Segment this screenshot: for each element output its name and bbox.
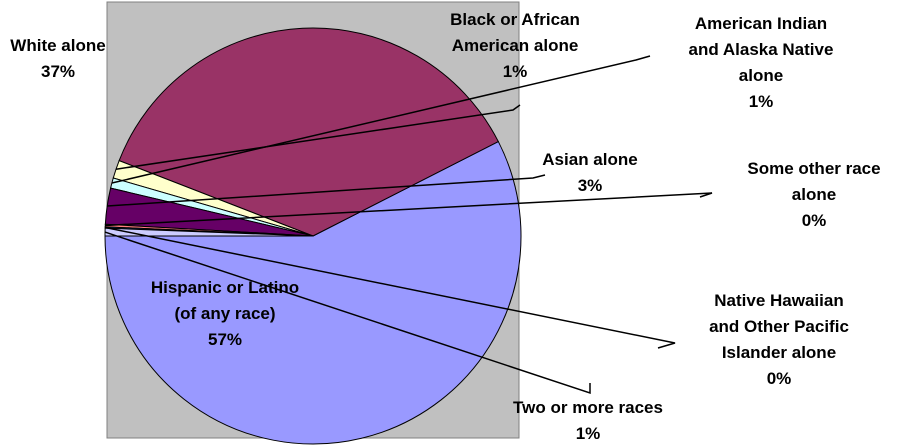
slice-percent-2: 1%: [503, 62, 528, 81]
leader-line-7: [104, 231, 591, 395]
slice-labels: Hispanic or Latino (of any race) 57% White …: [10, 10, 880, 443]
slice-label-line-3-2: alone: [739, 66, 783, 85]
slice-label-0: Hispanic or Latino (of any race) 57%: [151, 278, 299, 349]
slice-percent-6: 0%: [767, 369, 792, 388]
pie-slice-1: [118, 27, 500, 237]
slice-label-line-2-1: American alone: [452, 36, 579, 55]
slice-label-2: Black or African American alone 1%: [450, 10, 580, 81]
slice-label-line-6-1: and Other Pacific: [709, 317, 849, 336]
slice-label-line-0-0: Hispanic or Latino: [151, 278, 299, 297]
slice-label-4: Asian alone 3%: [542, 150, 637, 195]
slice-percent-7: 1%: [576, 424, 601, 443]
leader-line-5: [105, 192, 713, 227]
slice-label-1: White alone 37%: [10, 36, 105, 81]
slice-label-line-3-1: and Alaska Native: [689, 40, 834, 59]
slice-label-line-0-1: (of any race): [174, 304, 275, 323]
leader-line-6: [105, 226, 676, 349]
slice-label-line-2-0: Black or African: [450, 10, 580, 29]
slice-label-line-1-0: White alone: [10, 36, 105, 55]
leader-line-3: [111, 55, 651, 184]
slice-label-line-3-0: American Indian: [695, 14, 827, 33]
slice-percent-0: 57%: [208, 330, 242, 349]
slice-label-line-6-0: Native Hawaiian: [714, 291, 843, 310]
slice-label-3: American Indian and Alaska Native alone 1%: [689, 14, 834, 111]
slice-percent-4: 3%: [578, 176, 603, 195]
slice-label-line-4-0: Asian alone: [542, 150, 637, 169]
pie-slices: [104, 27, 522, 445]
pie-slice-0: [104, 140, 522, 445]
slice-label-6: Native Hawaiian and Other Pacific Islander…: [709, 291, 849, 388]
leader-line-4: [107, 174, 546, 207]
slice-percent-3: 1%: [749, 92, 774, 111]
slice-label-5: Some other race alone 0%: [747, 159, 880, 230]
slice-percent-1: 37%: [41, 62, 75, 81]
slice-label-line-7-0: Two or more races: [513, 398, 663, 417]
slice-percent-5: 0%: [802, 211, 827, 230]
slice-label-line-6-2: Islander alone: [722, 343, 836, 362]
slice-label-line-5-1: alone: [792, 185, 836, 204]
leader-lines: [104, 55, 713, 395]
slice-label-7: Two or more races 1%: [513, 398, 663, 443]
slice-label-line-5-0: Some other race: [747, 159, 880, 178]
leader-line-2: [115, 104, 521, 170]
